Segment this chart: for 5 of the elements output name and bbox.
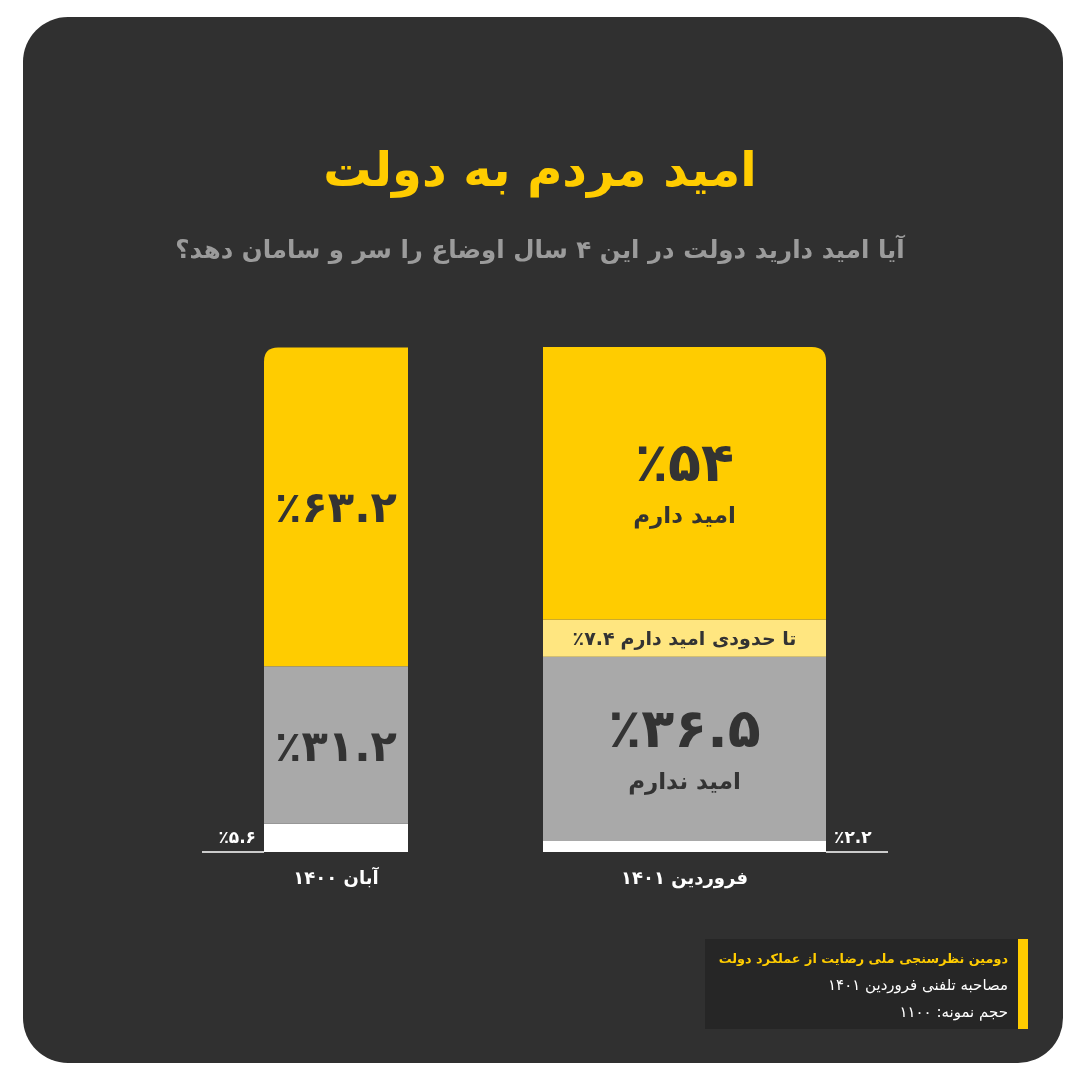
title: امید مردم به دولت: [323, 141, 757, 197]
annotation: مصاحبه تلفنی فروردین ۱۴۰۱: [828, 976, 1008, 994]
subtitle: آیا امید دارید دولت در این ۴ سال اوضاع را سر و سامان دهد؟: [175, 235, 905, 264]
annotation: دومین نظرسنجی ملی رضایت از عملکرد دولت: [718, 951, 1008, 966]
annotation: حجم نمونه: ۱۱۰۰: [899, 1003, 1008, 1021]
